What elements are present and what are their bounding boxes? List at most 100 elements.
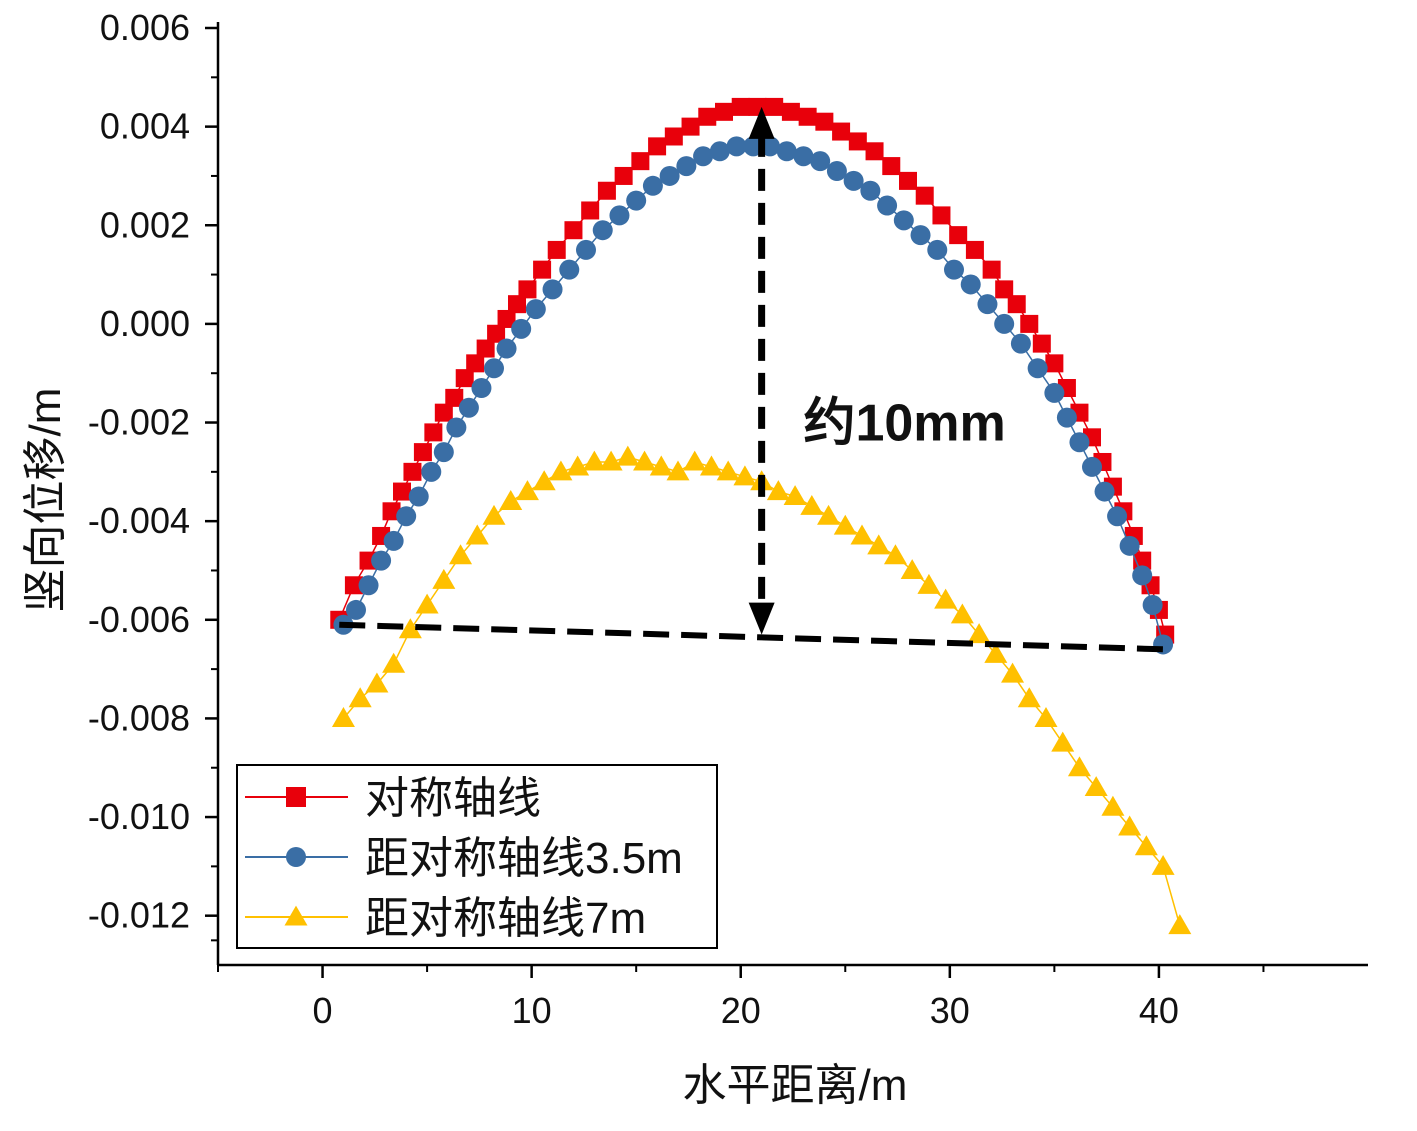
data-point <box>597 181 616 200</box>
data-point <box>709 141 730 162</box>
data-point <box>915 186 934 205</box>
data-point <box>599 450 623 471</box>
data-point <box>949 226 968 245</box>
data-point <box>934 588 958 609</box>
data-point <box>576 239 596 260</box>
data-point <box>699 455 723 476</box>
data-point <box>1067 756 1091 777</box>
annotation-layer <box>339 106 1166 653</box>
data-point <box>865 142 884 161</box>
data-point <box>1045 354 1064 373</box>
data-point <box>497 309 516 328</box>
data-point <box>977 294 998 315</box>
data-point <box>415 593 439 614</box>
data-point <box>1051 731 1075 752</box>
data-point <box>424 423 443 442</box>
data-point <box>642 175 663 196</box>
data-point <box>1056 407 1077 428</box>
data-point <box>800 494 824 515</box>
data-point <box>995 280 1014 299</box>
data-point <box>466 354 485 373</box>
data-point <box>614 166 633 185</box>
data-point <box>592 220 613 241</box>
x-tick-label: 40 <box>1139 990 1179 1031</box>
data-point <box>683 450 707 471</box>
axes: 0.006 0.004 0.002 0.000 -0.002 -0.004 -0.006 -0… <box>88 7 1368 1031</box>
data-point <box>616 445 640 466</box>
data-point <box>626 190 647 211</box>
data-point <box>1017 687 1041 708</box>
data-point <box>515 480 539 501</box>
data-point <box>1032 334 1051 353</box>
data-point <box>482 504 506 525</box>
data-point <box>433 442 454 463</box>
data-point <box>781 102 800 121</box>
data-point <box>950 603 974 624</box>
data-point <box>421 461 442 482</box>
data-point <box>860 180 881 201</box>
data-point <box>631 152 650 171</box>
data-point <box>1132 565 1153 586</box>
data-point <box>1020 314 1039 333</box>
y-tick-label: -0.002 <box>88 402 190 443</box>
data-point <box>609 205 630 226</box>
data-point <box>413 443 432 462</box>
data-point <box>1082 456 1102 477</box>
series-2 <box>333 136 1174 655</box>
data-point <box>476 339 495 358</box>
data-point <box>832 122 851 141</box>
data-point <box>533 260 552 279</box>
data-point <box>715 102 733 121</box>
y-tick-label: -0.010 <box>88 796 190 837</box>
data-point <box>867 534 891 555</box>
x-tick-label: 0 <box>313 990 333 1031</box>
data-point <box>465 524 489 545</box>
y-tick-label: -0.012 <box>88 895 190 936</box>
data-point <box>408 486 429 507</box>
y-tick-label: 0.002 <box>100 204 190 245</box>
data-point <box>1118 815 1142 836</box>
x-tick-label: 20 <box>721 990 761 1031</box>
data-point <box>449 544 473 565</box>
data-point <box>676 156 697 177</box>
data-point <box>733 465 757 486</box>
data-point <box>566 455 590 476</box>
data-point <box>826 161 847 182</box>
data-point <box>833 514 857 535</box>
data-point <box>582 450 606 471</box>
baseline-dashed-line <box>339 621 1166 653</box>
data-point <box>1142 594 1163 615</box>
data-point <box>698 107 717 126</box>
y-tick-label: 0.000 <box>100 303 190 344</box>
data-point <box>817 504 841 525</box>
data-point <box>396 506 417 527</box>
data-point <box>1084 776 1108 797</box>
data-point <box>547 240 566 259</box>
data-point <box>484 358 504 379</box>
data-point <box>982 260 1001 279</box>
y-axis-title: 竖向位移/m <box>21 388 70 613</box>
legend-marker <box>284 905 308 926</box>
data-point <box>967 623 991 644</box>
data-point <box>564 221 583 240</box>
annotation-label: 约10mm <box>803 395 1005 453</box>
x-axis-title: 水平距离/m <box>683 1061 908 1110</box>
data-point <box>726 136 747 157</box>
data-point <box>994 313 1015 334</box>
data-point <box>633 450 657 471</box>
data-point <box>331 707 355 727</box>
data-point <box>965 240 984 259</box>
data-point <box>365 672 389 693</box>
data-point <box>659 165 680 186</box>
data-point <box>850 524 874 545</box>
data-point <box>1107 506 1128 527</box>
data-point <box>681 117 700 136</box>
data-point <box>932 206 951 225</box>
data-point <box>882 157 901 176</box>
data-point <box>1044 382 1065 403</box>
legend-entry: 距对称轴线7m <box>245 894 646 943</box>
data-point <box>776 141 797 162</box>
data-point <box>1010 333 1031 354</box>
data-point <box>393 482 411 501</box>
